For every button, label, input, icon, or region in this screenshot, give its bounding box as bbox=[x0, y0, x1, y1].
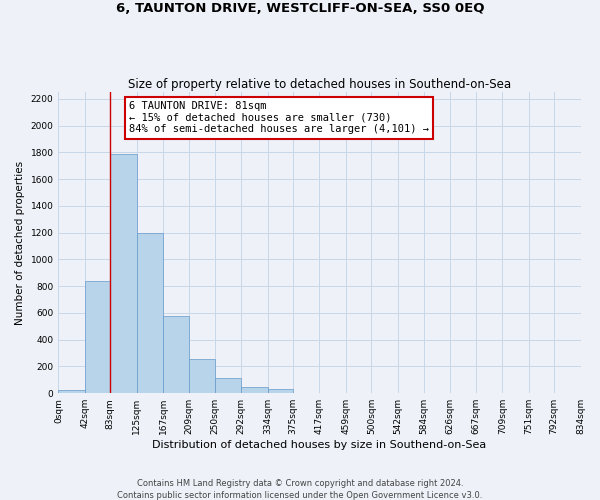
Title: Size of property relative to detached houses in Southend-on-Sea: Size of property relative to detached ho… bbox=[128, 78, 511, 91]
Text: 6, TAUNTON DRIVE, WESTCLIFF-ON-SEA, SS0 0EQ: 6, TAUNTON DRIVE, WESTCLIFF-ON-SEA, SS0 … bbox=[116, 2, 484, 16]
Text: Contains HM Land Registry data © Crown copyright and database right 2024.
Contai: Contains HM Land Registry data © Crown c… bbox=[118, 478, 482, 500]
Bar bbox=[189, 359, 215, 393]
Bar bbox=[85, 281, 110, 393]
Bar bbox=[163, 316, 189, 393]
Bar bbox=[268, 390, 293, 393]
Bar bbox=[215, 378, 241, 393]
Text: 6 TAUNTON DRIVE: 81sqm
← 15% of detached houses are smaller (730)
84% of semi-de: 6 TAUNTON DRIVE: 81sqm ← 15% of detached… bbox=[129, 101, 429, 134]
Y-axis label: Number of detached properties: Number of detached properties bbox=[15, 160, 25, 325]
Bar bbox=[110, 154, 137, 393]
Bar bbox=[137, 232, 163, 393]
X-axis label: Distribution of detached houses by size in Southend-on-Sea: Distribution of detached houses by size … bbox=[152, 440, 487, 450]
Bar bbox=[58, 390, 85, 393]
Bar bbox=[241, 387, 268, 393]
